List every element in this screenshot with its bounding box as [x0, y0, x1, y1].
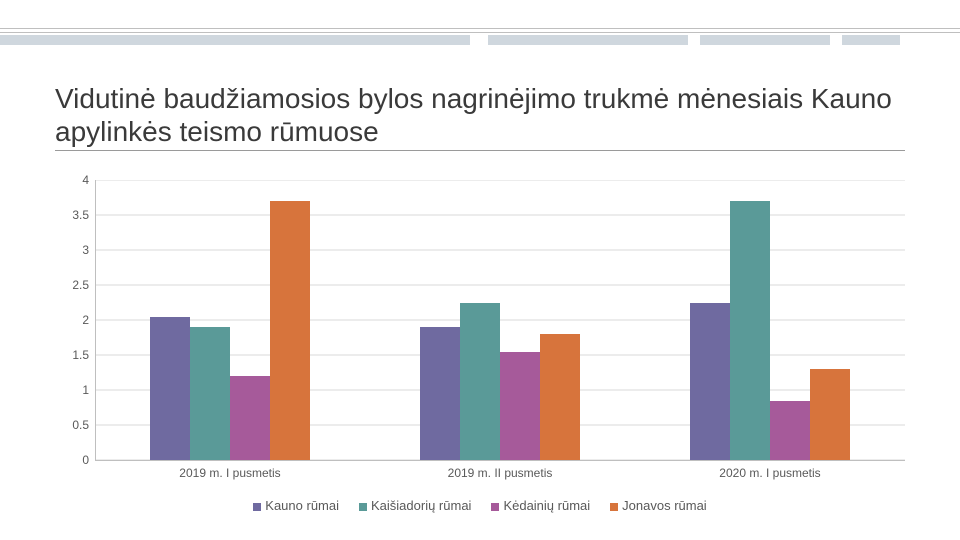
top-bar-segment	[0, 35, 470, 45]
legend-swatch	[359, 503, 367, 511]
bar	[690, 303, 730, 461]
top-bar-segment	[842, 35, 900, 45]
legend-swatch	[253, 503, 261, 511]
top-rule-1	[0, 28, 960, 29]
legend-item: Jonavos rūmai	[610, 498, 707, 513]
legend-label: Kaišiadorių rūmai	[371, 498, 471, 513]
top-bar-segment	[488, 35, 688, 45]
bar	[230, 376, 270, 460]
bar	[810, 369, 850, 460]
bar	[270, 201, 310, 460]
legend: Kauno rūmai Kaišiadorių rūmai Kėdainių rūm…	[55, 498, 905, 513]
plot-area: 2019 m. I pusmetis2019 m. II pusmetis202…	[95, 180, 905, 460]
y-tick-label: 1	[82, 383, 89, 397]
top-rule-2	[0, 32, 960, 33]
y-tick-label: 2	[82, 313, 89, 327]
bar	[190, 327, 230, 460]
top-decorative-bar	[0, 28, 960, 50]
y-tick-label: 4	[82, 173, 89, 187]
bar	[730, 201, 770, 460]
legend-swatch	[491, 503, 499, 511]
y-tick-label: 1.5	[72, 348, 89, 362]
y-tick-label: 3	[82, 243, 89, 257]
category-label: 2020 m. I pusmetis	[719, 466, 820, 480]
chart: 00.511.522.533.54 2019 m. I pusmetis2019…	[55, 180, 905, 510]
top-bar-segment	[700, 35, 830, 45]
legend-item: Kaišiadorių rūmai	[359, 498, 471, 513]
x-axis-line	[95, 460, 905, 461]
legend-label: Jonavos rūmai	[622, 498, 707, 513]
y-tick-label: 0	[82, 453, 89, 467]
legend-label: Kėdainių rūmai	[503, 498, 590, 513]
category-label: 2019 m. II pusmetis	[448, 466, 553, 480]
slide-title: Vidutinė baudžiamosios bylos nagrinėjimo…	[55, 82, 905, 151]
y-axis: 00.511.522.533.54	[55, 180, 95, 460]
y-tick-label: 0.5	[72, 418, 89, 432]
legend-swatch	[610, 503, 618, 511]
bar	[460, 303, 500, 461]
category-label: 2019 m. I pusmetis	[179, 466, 280, 480]
legend-label: Kauno rūmai	[265, 498, 339, 513]
bar	[150, 317, 190, 461]
legend-item: Kėdainių rūmai	[491, 498, 590, 513]
bar	[770, 401, 810, 461]
bar	[500, 352, 540, 461]
slide: Vidutinė baudžiamosios bylos nagrinėjimo…	[0, 0, 960, 540]
bar	[420, 327, 460, 460]
y-tick-label: 3.5	[72, 208, 89, 222]
bar	[540, 334, 580, 460]
y-tick-label: 2.5	[72, 278, 89, 292]
legend-item: Kauno rūmai	[253, 498, 339, 513]
